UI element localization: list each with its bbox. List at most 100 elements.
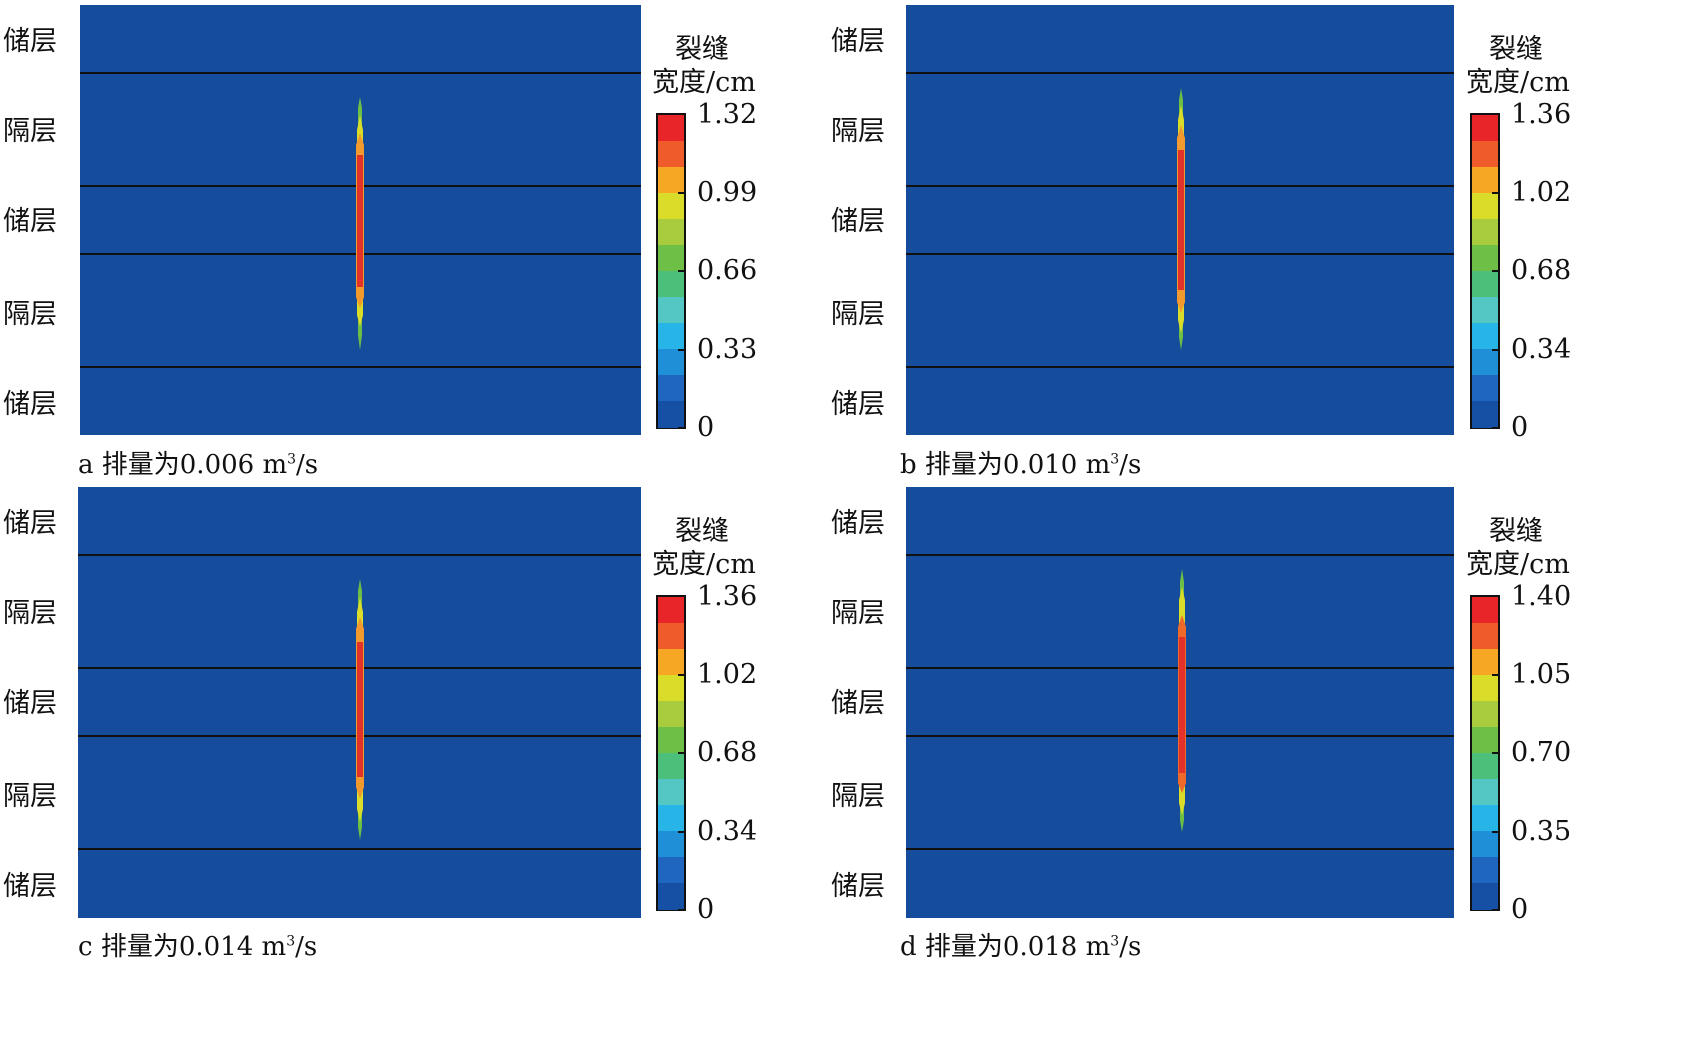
colorbar-band bbox=[658, 219, 684, 246]
colorbar-band bbox=[1472, 297, 1498, 324]
colorbar-band bbox=[1472, 219, 1498, 246]
panel-a: 储层 隔层 储层 隔层 储层 裂缝 宽度/cm 1.32 0.99 0.66 0… bbox=[0, 0, 848, 521]
colorbar-title-line1: 裂缝 bbox=[675, 34, 729, 65]
layer-label-1: 储层 bbox=[831, 508, 885, 539]
colorbar-band bbox=[658, 349, 684, 376]
fracture-core-red bbox=[357, 642, 363, 777]
colorbar-band bbox=[658, 271, 684, 298]
colorbar-band bbox=[658, 141, 684, 168]
layer-label-2: 隔层 bbox=[831, 116, 885, 147]
caption-exponent: 3 bbox=[286, 933, 296, 950]
fracture-width-contour bbox=[1178, 569, 1186, 832]
layer-label-4: 隔层 bbox=[3, 299, 57, 330]
colorbar-band bbox=[1472, 883, 1498, 910]
colorbar-band bbox=[658, 831, 684, 858]
colorbar-title: 裂缝 宽度/cm bbox=[1466, 33, 1570, 99]
colorbar-tick-5: 0 bbox=[697, 412, 715, 443]
caption-unit: /s bbox=[296, 450, 319, 480]
colorbar-tick-mark bbox=[678, 270, 686, 272]
colorbar-tick-mark bbox=[678, 752, 686, 754]
colorbar-tick-2: 1.02 bbox=[1511, 177, 1572, 208]
colorbar-band bbox=[1472, 727, 1498, 754]
colorbar-band bbox=[658, 857, 684, 884]
layer-label-5: 储层 bbox=[831, 871, 885, 902]
fracture-width-contour bbox=[356, 97, 364, 350]
colorbar bbox=[656, 113, 686, 429]
layer-label-1: 储层 bbox=[3, 508, 57, 539]
caption-unit: /s bbox=[1119, 450, 1142, 480]
layer-boundary-1 bbox=[78, 554, 641, 556]
layer-label-3: 储层 bbox=[3, 206, 57, 237]
colorbar-band bbox=[1472, 115, 1498, 142]
colorbar-tick-3: 0.68 bbox=[697, 737, 758, 768]
caption-exponent: 3 bbox=[287, 451, 297, 468]
colorbar-tick-2: 1.05 bbox=[1511, 659, 1572, 690]
panel-caption: c 排量为0.014 m3/s bbox=[78, 932, 317, 962]
colorbar-band bbox=[658, 623, 684, 650]
colorbar-tick-2: 0.99 bbox=[697, 177, 758, 208]
layer-label-3: 储层 bbox=[831, 688, 885, 719]
layer-label-5: 储层 bbox=[831, 389, 885, 420]
colorbar-title-line2: 宽度/cm bbox=[1466, 67, 1570, 98]
layer-label-4: 隔层 bbox=[831, 781, 885, 812]
colorbar-tick-1: 1.36 bbox=[697, 581, 758, 612]
panel-b: 储层 隔层 储层 隔层 储层 裂缝 宽度/cm 1.36 1.02 0.68 0… bbox=[828, 0, 1676, 521]
layer-boundary-4 bbox=[906, 848, 1454, 850]
layer-label-4: 隔层 bbox=[831, 299, 885, 330]
colorbar-band bbox=[658, 727, 684, 754]
colorbar-band bbox=[1472, 141, 1498, 168]
colorbar-band bbox=[1472, 675, 1498, 702]
layer-boundary-1 bbox=[906, 554, 1454, 556]
caption-text: c 排量为0.014 m bbox=[78, 932, 287, 962]
colorbar-title: 裂缝 宽度/cm bbox=[652, 33, 756, 99]
layer-label-2: 隔层 bbox=[3, 598, 57, 629]
panel-caption: b 排量为0.010 m3/s bbox=[900, 450, 1141, 480]
colorbar-band bbox=[658, 323, 684, 350]
panel-caption: a 排量为0.006 m3/s bbox=[78, 450, 318, 480]
colorbar-band bbox=[1472, 753, 1498, 780]
colorbar-tick-mark bbox=[1492, 673, 1500, 676]
colorbar-band bbox=[658, 649, 684, 676]
colorbar-band bbox=[1472, 349, 1498, 376]
layer-label-3: 储层 bbox=[3, 688, 57, 719]
colorbar-band bbox=[658, 779, 684, 806]
colorbar-band bbox=[1472, 193, 1498, 220]
colorbar-band bbox=[1472, 623, 1498, 650]
colorbar-band bbox=[1472, 701, 1498, 728]
colorbar-tick-1: 1.32 bbox=[697, 99, 758, 130]
colorbar-tick-mark bbox=[678, 348, 686, 351]
colorbar-title-line1: 裂缝 bbox=[1489, 34, 1543, 65]
layer-label-5: 储层 bbox=[3, 389, 57, 420]
layer-boundary-4 bbox=[78, 848, 641, 850]
colorbar-tick-5: 0 bbox=[1511, 412, 1529, 443]
colorbar-band bbox=[658, 401, 684, 428]
layer-boundary-4 bbox=[906, 366, 1454, 368]
colorbar-tick-mark bbox=[678, 673, 686, 676]
colorbar-tick-mark bbox=[678, 909, 686, 911]
colorbar-tick-1: 1.36 bbox=[1511, 99, 1572, 130]
colorbar-tick-4: 0.35 bbox=[1511, 816, 1572, 847]
colorbar-tick-3: 0.70 bbox=[1511, 737, 1572, 768]
colorbar-band bbox=[658, 597, 684, 624]
caption-text: a 排量为0.006 m bbox=[78, 450, 288, 480]
colorbar-band bbox=[1472, 401, 1498, 428]
colorbar-tick-1: 1.40 bbox=[1511, 581, 1572, 612]
caption-unit: /s bbox=[1119, 932, 1142, 962]
colorbar-tick-mark bbox=[1492, 830, 1500, 833]
panel-caption: d 排量为0.018 m3/s bbox=[900, 932, 1141, 962]
layer-boundary-4 bbox=[80, 366, 641, 368]
colorbar-tick-mark bbox=[678, 191, 686, 194]
colorbar-band bbox=[658, 753, 684, 780]
colorbar-band bbox=[1472, 805, 1498, 832]
layer-label-2: 隔层 bbox=[831, 598, 885, 629]
colorbar-band bbox=[1472, 167, 1498, 194]
colorbar-title-line2: 宽度/cm bbox=[652, 67, 756, 98]
colorbar-band bbox=[1472, 649, 1498, 676]
colorbar-tick-3: 0.66 bbox=[697, 255, 758, 286]
colorbar-band bbox=[658, 883, 684, 910]
colorbar-title: 裂缝 宽度/cm bbox=[652, 515, 756, 581]
colorbar-band bbox=[658, 701, 684, 728]
colorbar-band bbox=[658, 375, 684, 402]
colorbar-tick-mark bbox=[1492, 348, 1500, 351]
colorbar-band bbox=[1472, 245, 1498, 272]
